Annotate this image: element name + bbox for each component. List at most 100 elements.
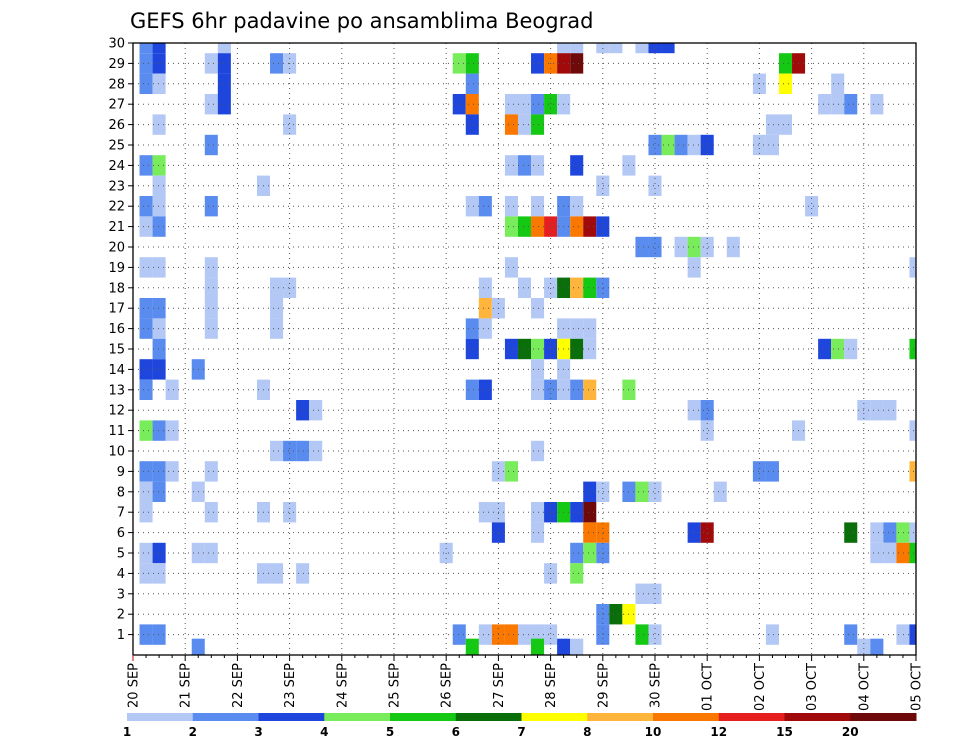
heatmap-cell [570,563,584,584]
x-tick-label: 29 SEP [596,663,611,708]
heatmap-cell [570,542,584,564]
y-tick-label: 8 [117,485,125,500]
heatmap-cell [531,298,545,319]
heatmap-cell [309,440,323,462]
heatmap-cell [635,236,649,258]
heatmap-cell [452,624,466,645]
heatmap-cell [296,563,310,584]
heatmap-cell [596,277,610,298]
y-tick-label: 11 [108,424,125,439]
heatmap-cell [570,502,584,523]
heatmap-cell [648,134,662,156]
legend-color-segment [127,713,194,721]
heatmap-cell [139,155,153,176]
heatmap-cell [478,502,492,523]
y-tick-label: 15 [108,343,125,358]
y-tick-label: 25 [108,139,125,154]
heatmap-cell [700,522,714,543]
heatmap-cell [504,216,518,237]
heatmap-cell [661,43,675,54]
legend-color-segment [784,713,851,721]
heatmap-cell [152,359,166,380]
heatmap-cell [152,298,166,319]
heatmap-cell [152,624,166,645]
grid-lines [133,42,916,655]
heatmap-cell [270,298,284,319]
y-tick-label: 14 [108,363,125,378]
legend-tick-label: 2 [189,725,197,739]
heatmap-cell [152,318,166,339]
heatmap-cell [570,379,584,400]
y-tick-label: 21 [108,220,125,235]
y-tick-label: 6 [117,526,125,541]
heatmap-cell [870,522,884,543]
heatmap-cell [700,134,714,156]
x-tick-label: 03 OCT [805,663,820,711]
heatmap-cell [752,461,766,482]
y-tick-label: 3 [117,587,125,602]
legend-color-segment [455,713,522,721]
heatmap-cell [557,638,571,655]
heatmap-cell [517,216,532,237]
heatmap-cell [531,440,545,462]
heatmap-cell [818,338,832,360]
legend-color-segment [324,713,391,721]
heatmap-cell [583,318,597,339]
heatmap-cell [152,114,166,135]
heatmap-cell [517,338,532,360]
x-tick-label: 24 SEP [335,663,350,708]
heatmap-cell [583,216,597,237]
heatmap-cell [778,114,793,135]
legend-color-segment [192,713,259,721]
heatmap-cell [517,277,532,298]
heatmap-cell [152,155,166,176]
x-tick-label: 23 SEP [283,663,298,708]
x-tick-label: 20 SEP [127,663,142,708]
heatmap-cell [296,400,310,421]
heatmap-cell [504,155,518,176]
heatmap-cell [909,542,916,564]
heatmap-cell [844,624,858,645]
legend-tick-label: 7 [517,725,525,739]
heatmap-cell [648,175,662,196]
heatmap-cell [517,114,532,135]
legend-color-segment [390,713,457,721]
heatmap-cell [270,563,284,584]
heatmap-cell [531,338,545,360]
x-tick-label: 30 SEP [649,663,664,708]
heatmap-cell [504,196,518,217]
heatmap-cell [204,94,218,115]
heatmap-cell [478,298,492,319]
heatmap-cell [570,155,584,176]
heatmap-cell [478,379,492,400]
y-tick-label: 30 [108,37,125,52]
legend-color-segment [258,713,325,721]
y-axis: 1234567891011121314151617181920212223242… [108,37,133,643]
y-tick-label: 7 [117,506,125,521]
y-tick-label: 16 [108,322,125,337]
heatmap-cell [504,338,518,360]
heatmap-cell [465,94,479,115]
heatmap-cell [583,522,597,543]
y-tick-label: 27 [108,98,125,113]
heatmap-cell [596,624,610,645]
y-tick-label: 13 [108,383,125,398]
heatmap-cell [152,542,166,564]
heatmap-cell [465,318,479,339]
y-tick-label: 24 [108,159,125,174]
heatmap-cell [139,43,153,54]
heatmap-cell [504,257,518,278]
heatmap-cell [139,624,153,645]
heatmap-cell [283,502,297,523]
heatmap-cell [531,114,545,135]
heatmap-cell [465,114,479,135]
heatmap-cell [478,196,492,217]
heatmap-cell [648,481,662,502]
heatmap-cell [752,134,766,156]
heatmap-cell [765,624,779,645]
legend-color-segment [653,713,720,721]
heatmap-cell [687,400,701,421]
heatmap-cell [544,94,558,115]
heatmap-cell [478,624,492,645]
